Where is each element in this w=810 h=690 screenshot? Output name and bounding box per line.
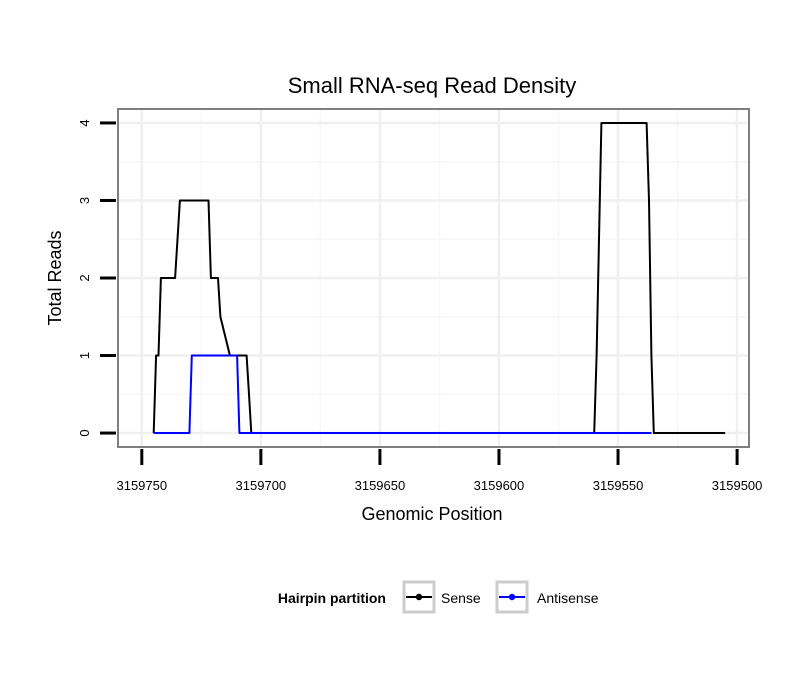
legend-label-antisense: Antisense xyxy=(537,590,599,606)
legend-dot-sense xyxy=(415,593,423,601)
series-line-antisense xyxy=(153,354,652,434)
legend-dot-antisense xyxy=(508,593,516,601)
x-tick-label: 3159650 xyxy=(355,478,406,493)
y-axis-title: Total Reads xyxy=(45,230,65,325)
x-tick-label: 3159550 xyxy=(593,478,644,493)
chart-title: Small RNA-seq Read Density xyxy=(288,73,577,98)
legend: Hairpin partition Sense Antisense xyxy=(278,580,599,614)
legend-label-sense: Sense xyxy=(441,590,481,606)
y-tick-label: 1 xyxy=(77,352,92,359)
x-axis-title: Genomic Position xyxy=(361,504,502,524)
plot-panel xyxy=(117,108,750,448)
x-tick-label: 3159600 xyxy=(474,478,525,493)
x-axis: 3159750 3159700 3159650 3159600 3159550 31595… xyxy=(116,449,762,493)
legend-title: Hairpin partition xyxy=(278,590,386,606)
y-tick-label: 4 xyxy=(77,119,92,126)
legend-item-sense: Sense xyxy=(402,580,481,614)
x-tick-label: 3159750 xyxy=(116,478,167,493)
x-tick-label: 3159500 xyxy=(712,478,763,493)
legend-item-antisense: Antisense xyxy=(495,580,599,614)
y-tick-label: 3 xyxy=(77,197,92,204)
series-line-sense xyxy=(152,122,726,434)
y-tick-label: 0 xyxy=(77,429,92,436)
y-axis: 0 1 2 3 4 xyxy=(77,119,116,437)
x-tick-label: 3159700 xyxy=(236,478,287,493)
y-tick-label: 2 xyxy=(77,274,92,281)
series-layer xyxy=(152,122,726,434)
